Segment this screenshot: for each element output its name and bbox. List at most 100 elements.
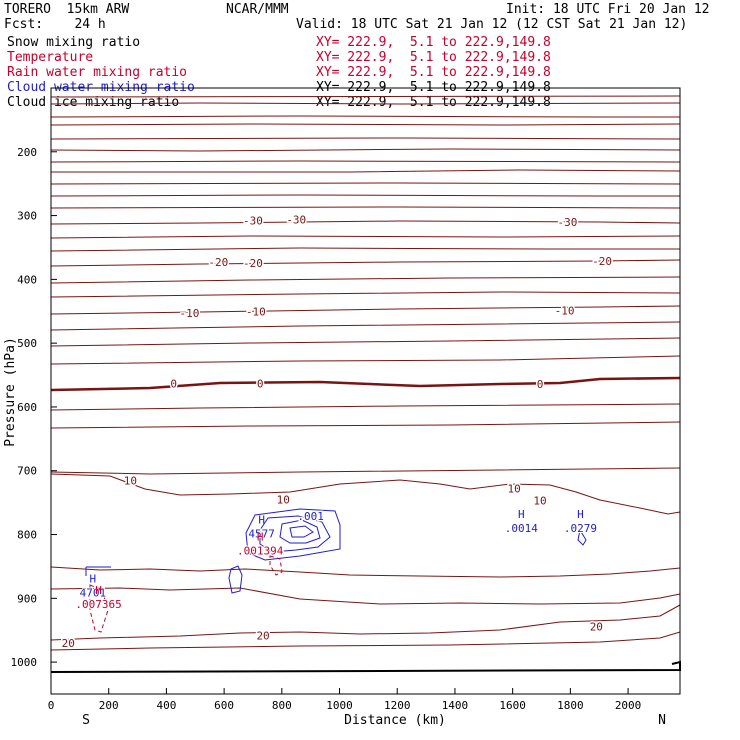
- isotherm-top-14: [50, 247, 680, 252]
- extremum-value-3: .007365: [75, 598, 121, 611]
- isotherm-top-1: [50, 95, 681, 98]
- org-label: NCAR/MMM: [226, 2, 289, 17]
- isotherm-mid-3: [50, 355, 681, 365]
- isotherm-top-17: [50, 291, 681, 298]
- x-tick-label-800: 800: [272, 699, 292, 712]
- extrema-labels: H4577H.001394H4701H.007365H.0014H.0279.0…: [74, 508, 598, 612]
- isotherm-20a: [50, 604, 681, 641]
- isotherm-top-16: [50, 276, 681, 284]
- isotherm-label-5: -20: [592, 255, 612, 268]
- x-tick-label-200: 200: [99, 699, 119, 712]
- isotherm-label-9: 0: [170, 377, 177, 390]
- isotherm-minus10: [50, 305, 681, 315]
- x-tick-label-600: 600: [214, 699, 234, 712]
- isotherm-low-3: [50, 467, 681, 475]
- model-title: TORERO 15km ARW: [4, 2, 130, 17]
- isotherm-label-1: -30: [286, 213, 306, 226]
- y-tick-label-1000: 1000: [11, 656, 38, 669]
- isotherm-top-6: [50, 148, 681, 152]
- y-axis-label: Pressure (hPa): [3, 337, 18, 447]
- isotherm-low-8: [50, 631, 681, 651]
- rain-contour-left: [89, 584, 109, 633]
- plot-frame: [50, 87, 681, 695]
- y-tick-label-800: 800: [17, 529, 37, 542]
- cloud-contour-label: .001: [297, 510, 324, 523]
- cloud-water-contours: [85, 508, 587, 594]
- isotherm-top-10: [50, 194, 680, 197]
- isotherm-minus30: [50, 220, 681, 225]
- extremum-value-5: .0279: [564, 522, 597, 535]
- cloud-contour-mid: [259, 515, 331, 553]
- isotherm-mid-2: [50, 337, 681, 347]
- isotherm-label-11: 0: [537, 378, 544, 391]
- north-label: N: [658, 713, 666, 728]
- y-tick-label-300: 300: [17, 210, 37, 223]
- isotherm-top-7: [50, 160, 681, 163]
- isotherm-top-2: [50, 102, 681, 105]
- extremum-marker-1: H: [257, 531, 264, 544]
- isotherm-label-15: 10: [533, 495, 546, 508]
- isotherm-label-16: 20: [62, 637, 75, 650]
- valid-time: Valid: 18 UTC Sat 21 Jan 12 (12 CST Sat …: [296, 17, 688, 32]
- isotherm-label-10: 0: [257, 377, 264, 390]
- field-rain-label: Rain water mixing ratio: [7, 65, 188, 80]
- x-axis-label: Distance (km): [344, 713, 446, 728]
- y-tick-label-400: 400: [17, 273, 37, 286]
- rain-contour-mid: [269, 555, 283, 576]
- isotherm-label-13: 10: [277, 493, 290, 506]
- isotherm-label-12: 10: [124, 474, 137, 487]
- extremum-marker-0: H: [258, 513, 265, 526]
- extremum-marker-4: H: [518, 508, 525, 521]
- cloud-contour-left: [85, 566, 111, 576]
- x-ticks: 0 200 400 600 800 1000 1200 1400 1600 1800 2000: [48, 688, 641, 712]
- y-tick-label-900: 900: [17, 592, 37, 605]
- x-tick-label-1000: 1000: [326, 699, 353, 712]
- y-ticks: 200 300 400 500 600 700 800 900 1000: [11, 146, 57, 669]
- isotherm-top-8: [51, 169, 681, 173]
- x-tick-label-0: 0: [48, 699, 55, 712]
- cloud-contour-inner: [279, 519, 321, 544]
- temperature-contours: [50, 95, 681, 651]
- x-tick-label-1800: 1800: [557, 699, 584, 712]
- terrain-line: [50, 660, 681, 673]
- cloud-contour-core: [289, 525, 314, 538]
- extremum-marker-3: H: [95, 584, 102, 597]
- isotherm-label-0: -30: [243, 215, 263, 228]
- isotherm-mid-1: [50, 321, 681, 331]
- x-tick-label-1600: 1600: [499, 699, 526, 712]
- isotherm-top-9: [50, 182, 681, 185]
- axes: [50, 87, 681, 695]
- isotherm-low-6: [50, 587, 681, 605]
- forecast-hour: Fcst: 24 h: [4, 17, 106, 32]
- isotherm-10a: [50, 473, 681, 515]
- field-xy-cloud-ice: XY= 222.9, 5.1 to 222.9,149.8: [316, 95, 551, 110]
- isotherm-low-1: [50, 403, 681, 411]
- cloud-contour-outer: [245, 508, 341, 561]
- isotherm-low-2: [50, 421, 681, 429]
- y-tick-label-600: 600: [17, 401, 37, 414]
- field-temperature-label: Temperature: [7, 50, 94, 65]
- isotherm-label-3: -20: [208, 256, 228, 269]
- isotherm-top-3: [50, 115, 680, 118]
- y-tick-label-200: 200: [17, 146, 37, 159]
- init-time: Init: 18 UTC Fri 20 Jan 12: [506, 2, 710, 17]
- isotherm-zero: [50, 376, 681, 392]
- y-tick-label-500: 500: [17, 337, 37, 350]
- isotherm-top-11: [50, 206, 681, 209]
- isotherm-label-6: -10: [180, 307, 200, 320]
- isotherm-10b: [50, 566, 681, 578]
- isotherm-label-8: -10: [555, 305, 575, 318]
- extremum-value-2: 4701: [80, 587, 107, 600]
- isotherm-label-7: -10: [246, 305, 266, 318]
- isotherm-top-5: [50, 137, 681, 140]
- isotherm-top-4: [50, 123, 681, 126]
- isotherm-label-14: 10: [507, 483, 520, 496]
- rain-contours: [89, 555, 283, 633]
- south-label: S: [82, 713, 90, 728]
- isotherm-minus20: [50, 259, 681, 267]
- extremum-value-4: .0014: [505, 522, 538, 535]
- x-tick-label-1200: 1200: [384, 699, 411, 712]
- isotherm-label-4: -20: [243, 257, 263, 270]
- x-tick-label-400: 400: [156, 699, 176, 712]
- field-xy-snow: XY= 222.9, 5.1 to 222.9,149.8: [316, 35, 551, 50]
